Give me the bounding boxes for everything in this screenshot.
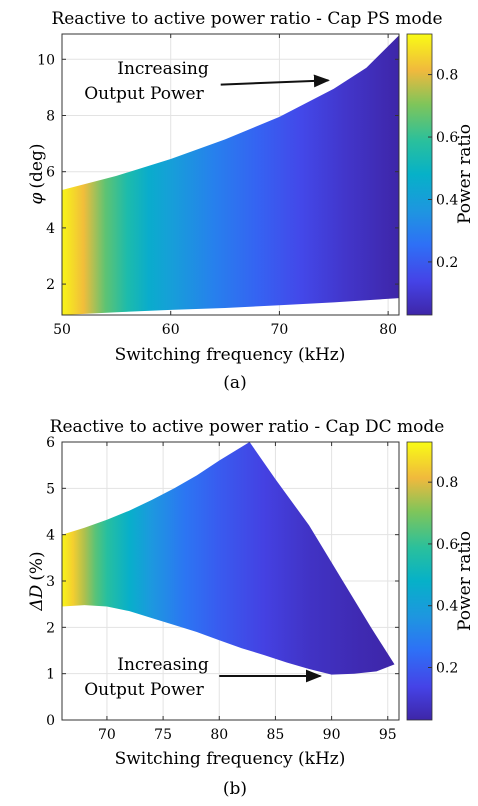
chart-b-y-tick-labels: 0 1 2 3 4 5 6 xyxy=(46,435,55,729)
chart-b-colorbar-tick-label: 0.4 xyxy=(436,599,458,615)
chart-b-caption: (b) xyxy=(223,779,247,799)
chart-a-colorbar-ticks: 0.2 0.4 0.6 0.8 xyxy=(428,68,458,271)
chart-a-y-tick-label: 8 xyxy=(46,108,55,124)
chart-b-x-tick-label: 80 xyxy=(210,727,228,743)
chart-b-x-tick-label: 70 xyxy=(98,727,116,743)
chart-a-y-tick-label: 10 xyxy=(37,52,55,68)
chart-b-colorbar xyxy=(406,441,433,721)
chart-a-colorbar-tick-label: 0.6 xyxy=(436,130,458,146)
chart-b-annotation-line1: Increasing xyxy=(117,655,209,675)
chart-b-y-axis-label: ΔD (%) xyxy=(27,551,47,611)
chart-a-caption: (a) xyxy=(223,373,246,393)
chart-b-y-tick-label: 4 xyxy=(46,528,55,544)
chart-b-title: Reactive to active power ratio - Cap DC … xyxy=(50,417,445,437)
chart-b-y-axis-symbol: ΔD xyxy=(27,584,47,611)
chart-a-x-tick-label: 60 xyxy=(162,322,180,338)
chart-a-x-tick-label: 70 xyxy=(271,322,289,338)
chart-b: Reactive to active power ratio - Cap DC … xyxy=(27,417,475,799)
chart-a-y-axis-symbol: φ xyxy=(27,193,47,205)
chart-a-y-axis-label: φ (deg) xyxy=(27,144,47,205)
chart-a-y-tick-label: 4 xyxy=(46,221,55,237)
chart-b-y-tick-label: 1 xyxy=(46,667,55,683)
chart-b-data-region xyxy=(62,442,395,675)
chart-b-colorbar-tick-label: 0.8 xyxy=(436,475,458,491)
chart-a-annotation-line1: Increasing xyxy=(117,59,209,79)
chart-b-y-tick-label: 2 xyxy=(46,620,55,636)
chart-a-annotation-line2: Output Power xyxy=(84,84,204,104)
chart-b-x-tick-label: 95 xyxy=(379,727,397,743)
chart-a-y-tick-label: 6 xyxy=(46,165,55,181)
chart-a-colorbar-label: Power ratio xyxy=(455,124,475,224)
chart-b-colorbar-tick-label: 0.2 xyxy=(436,660,458,676)
chart-a-ticks xyxy=(61,34,399,315)
chart-a-x-tick-labels: 50 60 70 80 xyxy=(53,322,397,338)
chart-a-x-tick-label: 80 xyxy=(379,322,397,338)
chart-a-colorbar xyxy=(406,33,433,316)
chart-b-ticks xyxy=(62,441,399,721)
chart-b-y-tick-label: 0 xyxy=(46,713,55,729)
chart-b-colorbar-label: Power ratio xyxy=(455,531,475,631)
chart-b-x-tick-label: 75 xyxy=(154,727,172,743)
chart-b-y-axis-unit: (%) xyxy=(27,551,47,580)
chart-b-colorbar-ticks: 0.2 0.4 0.6 0.8 xyxy=(428,475,458,676)
chart-b-x-axis-label: Switching frequency (kHz) xyxy=(115,749,346,769)
chart-b-colorbar-tick-label: 0.6 xyxy=(436,537,458,553)
chart-a-x-tick-label: 50 xyxy=(53,322,71,338)
chart-a-y-tick-label: 2 xyxy=(46,277,55,293)
chart-a-colorbar-tick-label: 0.4 xyxy=(436,192,458,208)
chart-b-y-tick-label: 3 xyxy=(46,574,55,590)
chart-a-x-axis-label: Switching frequency (kHz) xyxy=(115,345,346,365)
chart-a-axes-box xyxy=(61,33,400,316)
chart-a-y-tick-labels: 2 4 6 8 10 xyxy=(37,52,55,293)
chart-b-x-tick-label: 85 xyxy=(267,727,285,743)
chart-a-y-axis-unit: (deg) xyxy=(27,144,47,189)
chart-a-title: Reactive to active power ratio - Cap PS … xyxy=(51,9,442,29)
chart-a-colorbar-tick-label: 0.8 xyxy=(436,68,458,84)
chart-a-data-region xyxy=(62,35,399,316)
chart-b-y-tick-label: 6 xyxy=(46,435,55,451)
chart-b-x-tick-label: 90 xyxy=(323,727,341,743)
chart-a-annotation-arrow xyxy=(220,74,330,88)
chart-b-annotation-line2: Output Power xyxy=(84,680,204,700)
chart-b-y-tick-label: 5 xyxy=(46,481,55,497)
chart-b-x-tick-labels: 70 75 80 85 90 95 xyxy=(98,727,397,743)
chart-a: Reactive to active power ratio - Cap PS … xyxy=(27,9,475,393)
chart-a-colorbar-tick-label: 0.2 xyxy=(436,255,458,271)
